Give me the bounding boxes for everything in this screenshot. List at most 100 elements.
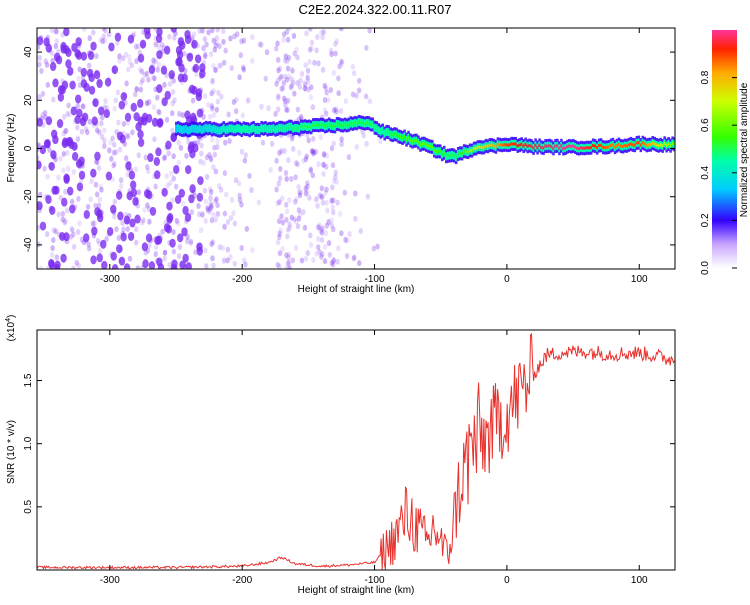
spectrogram-noise-point [215, 143, 220, 150]
spectrogram-noise-point [200, 210, 205, 217]
spectrogram-ridge-core [673, 142, 675, 146]
spectrogram-noise-point [234, 96, 239, 103]
spectrogram-noise-point [209, 241, 214, 248]
snr-xtick-label: -100 [365, 575, 385, 586]
spectrogram-noise-point [160, 65, 168, 75]
spectrogram-noise-point [275, 40, 280, 47]
spectrogram-noise-point [298, 77, 303, 84]
spectrogram-noise-point [71, 169, 76, 176]
spectrogram-noise-point [191, 140, 196, 147]
spectrogram-ridge-core [361, 121, 365, 125]
spectrogram-noise-point [211, 211, 216, 218]
spectrogram-noise-point [316, 244, 321, 251]
spectrogram-noise-point [116, 244, 123, 254]
spectrogram-noise-point [229, 196, 235, 203]
spectrogram-noise-point [124, 112, 132, 122]
spectrogram-noise-point [279, 85, 284, 92]
spectrogram-noise-point [287, 259, 292, 266]
spectrogram-ridge-core [377, 128, 381, 132]
spectrogram-noise-point [195, 92, 203, 102]
spectrogram-noise-point [65, 149, 70, 156]
spectrogram-noise-point [42, 165, 47, 172]
spectrogram-noise-point [62, 113, 67, 120]
spectrogram-noise-point [39, 115, 44, 122]
spectrogram-noise-point [315, 202, 320, 209]
spectrogram-noise-point [49, 62, 57, 72]
spectrogram-noise-point [66, 69, 72, 76]
spectrogram-noise-point [87, 118, 93, 125]
spectrogram-ridge-core [617, 143, 621, 147]
spectrogram-ridge-core [282, 126, 285, 130]
spectrogram-noise-point [204, 41, 209, 48]
spectrogram-ridge-core [510, 142, 514, 146]
spectrogram-noise-point [77, 66, 82, 73]
spectrogram-noise-point [75, 135, 81, 142]
spectrogram-noise-point [167, 33, 172, 40]
spectrogram-noise-point [279, 148, 284, 155]
spectrogram-noise-point [67, 111, 72, 118]
spectrogram-noise-point [112, 198, 118, 205]
spectrogram-noise-point [222, 223, 227, 230]
spectrogram-noise-point [311, 135, 316, 142]
spectrogram-noise-point [151, 117, 159, 127]
spectrogram-noise-point [125, 133, 130, 140]
spectrogram-noise-point [331, 177, 336, 184]
spectrogram-noise-point [51, 236, 56, 243]
spectrogram-noise-point [95, 127, 100, 134]
spectrogram-noise-point [321, 170, 326, 177]
spectrogram-noise-point [68, 139, 75, 149]
spectrogram-noise-point [143, 28, 151, 35]
spectrogram-noise-point [188, 194, 195, 204]
spectrogram-ridge-core [403, 135, 406, 139]
spectrogram-xtick-label: -200 [232, 274, 252, 285]
spectrogram-noise-point [284, 264, 289, 269]
spectrogram-ridge-core [176, 126, 180, 130]
spectrogram-noise-point [276, 93, 281, 100]
spectrogram-noise-point [62, 128, 68, 135]
spectrogram-noise-point [115, 190, 123, 200]
spectrogram-noise-point [112, 105, 117, 112]
spectrogram-noise-point [310, 148, 315, 155]
spectrogram-noise-point [60, 31, 65, 38]
spectrogram-ytick-label: 40 [23, 46, 34, 58]
spectrogram-noise-point [239, 148, 245, 155]
spectrogram-noise-point [102, 127, 107, 134]
spectrogram-noise-point [121, 55, 126, 62]
spectrogram-noise-point [106, 226, 114, 236]
spectrogram-noise-point [142, 71, 148, 78]
spectrogram-noise-point [144, 70, 150, 77]
spectrogram-noise-point [307, 46, 313, 53]
spectrogram-noise-point [120, 220, 126, 227]
spectrogram-ridge-core [518, 143, 521, 147]
spectrogram-noise-point [147, 242, 152, 249]
spectrogram-noise-point [172, 34, 177, 41]
spectrogram-noise-point [188, 238, 194, 245]
spectrogram-ridge-core [204, 126, 208, 130]
spectrogram-ridge-core [661, 144, 664, 148]
spectrogram-noise-point [268, 166, 273, 173]
spectrogram-noise-point [115, 89, 121, 96]
spectrogram-noise-point [140, 41, 146, 48]
spectrogram-noise-point [152, 75, 157, 82]
snr-scale-base: (x10 [6, 321, 17, 341]
spectrogram-ridge-core [405, 138, 408, 142]
spectrogram-noise-point [275, 94, 281, 101]
spectrogram-noise-point [92, 98, 99, 108]
spectrogram-noise-point [317, 192, 323, 199]
spectrogram-noise-point [51, 227, 57, 234]
spectrogram-noise-point [135, 43, 141, 50]
spectrogram-noise-point [115, 39, 120, 46]
spectrogram-noise-point [312, 149, 317, 156]
spectrogram-noise-point [210, 239, 215, 246]
spectrogram-noise-point [292, 50, 297, 57]
spectrogram-noise-point [297, 83, 303, 90]
spectrogram-noise-point [149, 193, 154, 200]
spectrogram-noise-point [298, 113, 304, 120]
spectrogram-ridge-core [574, 145, 577, 149]
spectrogram-noise-point [259, 41, 264, 48]
spectrogram-noise-point [213, 216, 219, 223]
spectrogram-noise-point [238, 52, 244, 59]
spectrogram-ridge-core [448, 153, 452, 157]
spectrogram-noise-point [284, 252, 289, 259]
spectrogram-noise-point [297, 189, 302, 196]
